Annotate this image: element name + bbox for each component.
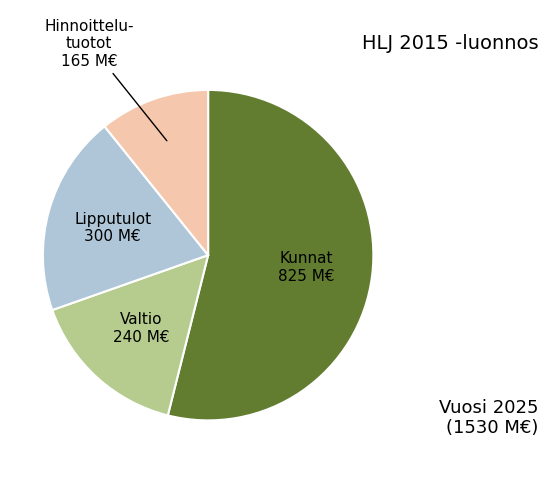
Text: Vuosi 2025
(1530 M€): Vuosi 2025 (1530 M€) — [439, 399, 538, 437]
Text: Hinnoittelu-
tuotot
165 M€: Hinnoittelu- tuotot 165 M€ — [44, 19, 167, 141]
Text: Valtio
240 M€: Valtio 240 M€ — [113, 312, 170, 345]
Wedge shape — [168, 90, 374, 420]
Text: Lipputulot
300 M€: Lipputulot 300 M€ — [74, 212, 152, 244]
Wedge shape — [52, 255, 208, 416]
Text: HLJ 2015 -luonnos: HLJ 2015 -luonnos — [362, 34, 538, 53]
Text: Kunnat
825 M€: Kunnat 825 M€ — [278, 251, 335, 283]
Wedge shape — [43, 126, 208, 310]
Wedge shape — [104, 90, 208, 255]
